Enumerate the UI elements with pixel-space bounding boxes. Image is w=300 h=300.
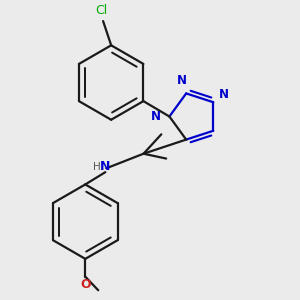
Text: N: N [219, 88, 229, 101]
Text: O: O [80, 278, 91, 291]
Text: H: H [93, 162, 101, 172]
Text: N: N [177, 74, 187, 87]
Text: N: N [100, 160, 110, 173]
Text: Cl: Cl [95, 4, 108, 17]
Text: N: N [151, 110, 161, 123]
